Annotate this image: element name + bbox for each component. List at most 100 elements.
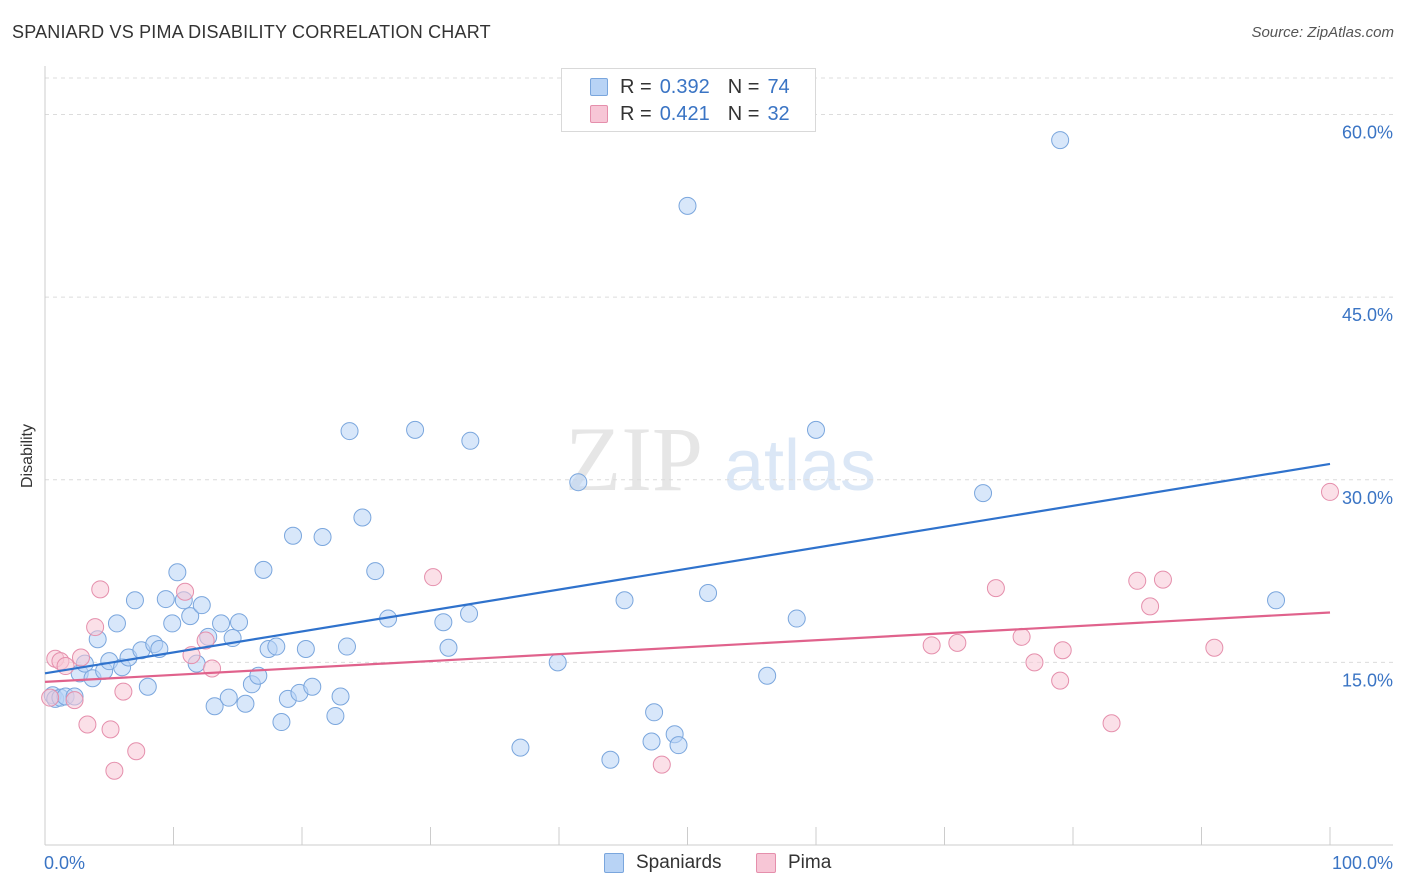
legend-swatch-spaniards	[604, 853, 624, 873]
legend-item-spaniards: Spaniards	[604, 852, 722, 874]
data-point-spaniards	[569, 473, 588, 492]
data-point-spaniards	[974, 484, 993, 503]
legend-r-value-pima: 0.421	[659, 102, 710, 125]
data-point-spaniards	[163, 614, 182, 633]
data-point-pima	[1012, 627, 1031, 646]
data-point-pima	[127, 742, 146, 761]
legend-swatch-pima	[756, 853, 776, 873]
data-point-spaniards	[340, 422, 359, 441]
data-point-pima	[986, 579, 1005, 598]
data-point-spaniards	[331, 687, 350, 706]
trendlines	[44, 462, 1331, 683]
legend-n-label: N =	[727, 75, 760, 98]
data-point-pima	[1153, 570, 1172, 589]
data-point-spaniards	[1051, 131, 1070, 150]
data-point-spaniards	[181, 607, 200, 626]
watermark: ZIP atlas	[565, 408, 876, 510]
correlation-legend: R = 0.392 N = 74 R = 0.421 N = 32	[561, 68, 816, 132]
data-point-spaniards	[461, 431, 480, 450]
legend-swatch-pima	[590, 105, 608, 123]
data-point-pima	[196, 631, 215, 650]
data-point-spaniards	[353, 508, 372, 527]
data-point-pima	[1205, 638, 1224, 657]
data-point-spaniards	[303, 677, 322, 696]
trendline-spaniards	[44, 462, 1331, 675]
data-point-pima	[1053, 641, 1072, 660]
data-point-spaniards	[219, 688, 238, 707]
data-point-spaniards	[406, 420, 425, 439]
data-point-spaniards	[138, 677, 157, 696]
data-point-spaniards	[313, 527, 332, 546]
data-point-pima	[65, 691, 84, 710]
legend-row-pima: R = 0.421 N = 32	[590, 103, 790, 125]
y-tick-label: 60.0%	[1342, 123, 1393, 143]
data-point-spaniards	[337, 637, 356, 656]
data-point-pima	[86, 618, 105, 637]
data-point-spaniards	[511, 738, 530, 757]
legend-n-value-spaniards: 74	[767, 75, 790, 98]
series-pima	[41, 482, 1339, 780]
source-label: Source: ZipAtlas.com	[1251, 24, 1394, 41]
data-point-pima	[922, 636, 941, 655]
trendline-pima	[44, 611, 1331, 683]
legend-item-pima: Pima	[756, 852, 831, 874]
data-point-spaniards	[168, 563, 187, 582]
data-point-spaniards	[236, 694, 255, 713]
watermark-zip: ZIP	[565, 408, 703, 510]
data-point-spaniards	[434, 613, 453, 632]
legend-label-pima: Pima	[788, 852, 832, 873]
data-point-pima	[71, 648, 90, 667]
tick-labels: 15.0% 30.0% 45.0% 60.0% 0.0% 100.0%	[44, 123, 1393, 873]
data-point-spaniards	[787, 609, 806, 628]
data-point-spaniards	[230, 613, 249, 632]
data-point-spaniards	[156, 590, 175, 609]
data-point-spaniards	[669, 736, 688, 755]
data-point-pima	[101, 720, 120, 739]
data-point-spaniards	[1267, 591, 1286, 610]
watermark-atlas: atlas	[724, 426, 876, 506]
data-point-pima	[1321, 482, 1339, 501]
data-point-spaniards	[645, 703, 664, 722]
legend-r-label: R =	[620, 75, 652, 98]
data-point-pima	[203, 659, 222, 678]
data-point-pima	[948, 633, 967, 652]
data-point-spaniards	[807, 420, 825, 439]
legend-n-value-pima: 32	[767, 102, 790, 125]
data-point-spaniards	[254, 560, 273, 579]
legend-r-value-spaniards: 0.392	[659, 75, 710, 98]
data-point-spaniards	[678, 196, 697, 215]
data-point-pima	[114, 682, 133, 701]
data-point-spaniards	[439, 638, 458, 657]
chart-title: SPANIARD VS PIMA DISABILITY CORRELATION …	[12, 22, 491, 42]
data-point-pima	[1025, 653, 1044, 672]
data-point-spaniards	[642, 732, 661, 751]
data-point-spaniards	[192, 596, 211, 615]
y-tick-label: 45.0%	[1342, 305, 1393, 325]
data-point-pima	[424, 568, 443, 587]
data-point-spaniards	[326, 706, 345, 725]
data-point-pima	[1051, 671, 1070, 690]
legend-swatch-spaniards	[590, 78, 608, 96]
data-point-pima	[78, 715, 97, 734]
series-legend: Spaniards Pima	[0, 852, 1406, 876]
data-point-pima	[91, 580, 110, 599]
y-tick-label: 30.0%	[1342, 488, 1393, 508]
data-point-pima	[105, 761, 124, 780]
data-point-spaniards	[758, 666, 777, 685]
x-tick-label: 0.0%	[44, 853, 85, 873]
data-point-spaniards	[366, 562, 385, 581]
data-point-spaniards	[284, 526, 303, 545]
data-point-spaniards	[272, 713, 291, 732]
legend-n-label: N =	[727, 102, 760, 125]
data-point-pima	[41, 688, 60, 707]
data-point-spaniards	[615, 591, 634, 610]
legend-label-spaniards: Spaniards	[636, 852, 722, 873]
data-point-pima	[1141, 597, 1160, 616]
data-point-spaniards	[699, 583, 718, 602]
data-point-spaniards	[107, 614, 126, 633]
y-axis-label: Disability	[19, 423, 36, 489]
data-point-spaniards	[212, 614, 231, 633]
data-point-spaniards	[267, 637, 286, 656]
gridlines	[45, 77, 1393, 663]
data-point-pima	[1102, 714, 1121, 733]
